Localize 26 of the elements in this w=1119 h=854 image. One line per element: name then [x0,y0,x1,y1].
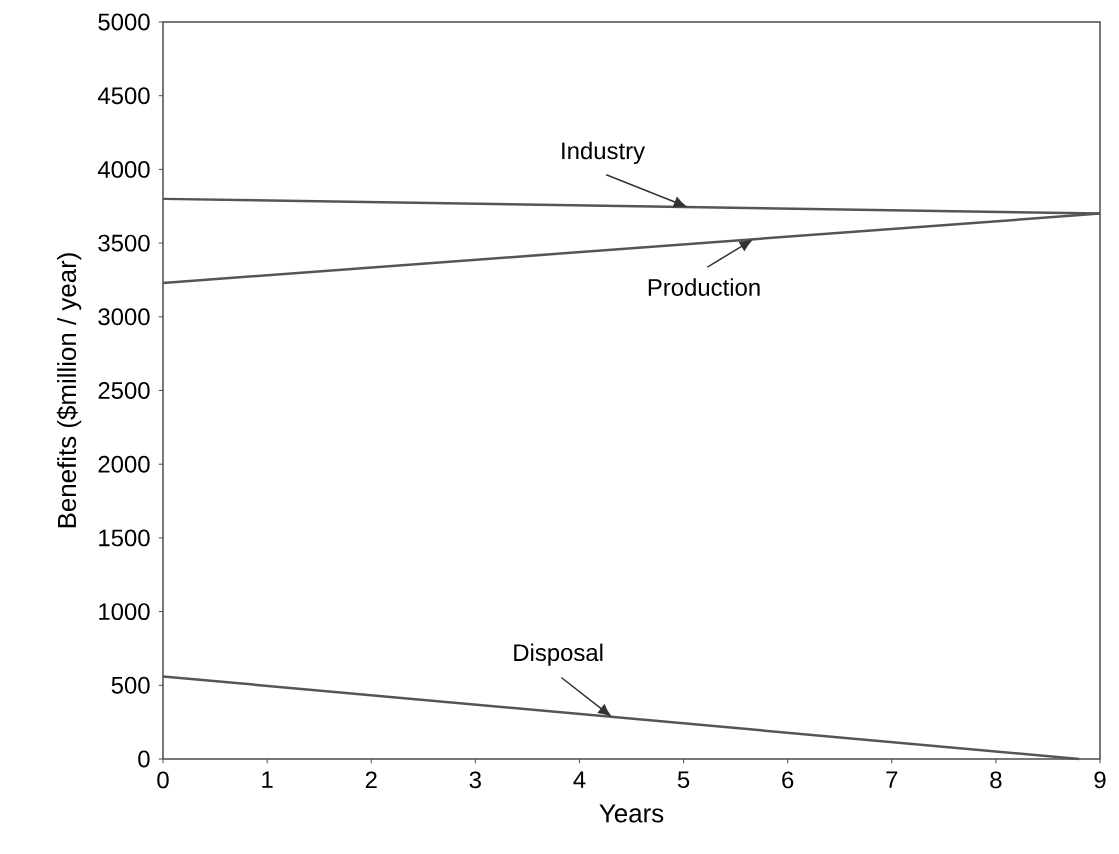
series-label: Disposal [514,643,603,666]
x-axis-title: Years [599,804,664,823]
y-axis-title: Benefits ($million / year) [56,253,82,528]
y-tick-label: 3000 [98,308,150,326]
x-tick-label: 9 [1094,771,1106,789]
x-tick-label: 1 [262,771,273,788]
y-tick-label: 2500 [98,382,150,399]
x-tick-label: 4 [573,771,586,788]
x-tick-label: 2 [365,771,377,789]
y-tick-label: 1500 [99,529,150,547]
y-tick-label: 4500 [97,87,150,105]
y-tick-label: 4000 [97,160,150,178]
x-tick-label: 3 [469,771,481,789]
y-tick-label: 2000 [98,455,150,473]
x-tick-label: 0 [157,771,169,789]
series-label: Industry [562,141,646,165]
y-tick-label: 0 [138,750,150,768]
x-tick-label: 6 [782,771,794,789]
x-tick-label: 8 [990,771,1002,789]
y-tick-label: 500 [111,676,150,694]
x-tick-label: 5 [677,771,690,789]
y-tick-label: 5000 [98,13,150,31]
series-label: Production [648,278,760,296]
y-tick-label: 1000 [99,603,150,621]
x-tick-label: 7 [886,771,898,788]
y-tick-label: 3500 [98,234,150,252]
